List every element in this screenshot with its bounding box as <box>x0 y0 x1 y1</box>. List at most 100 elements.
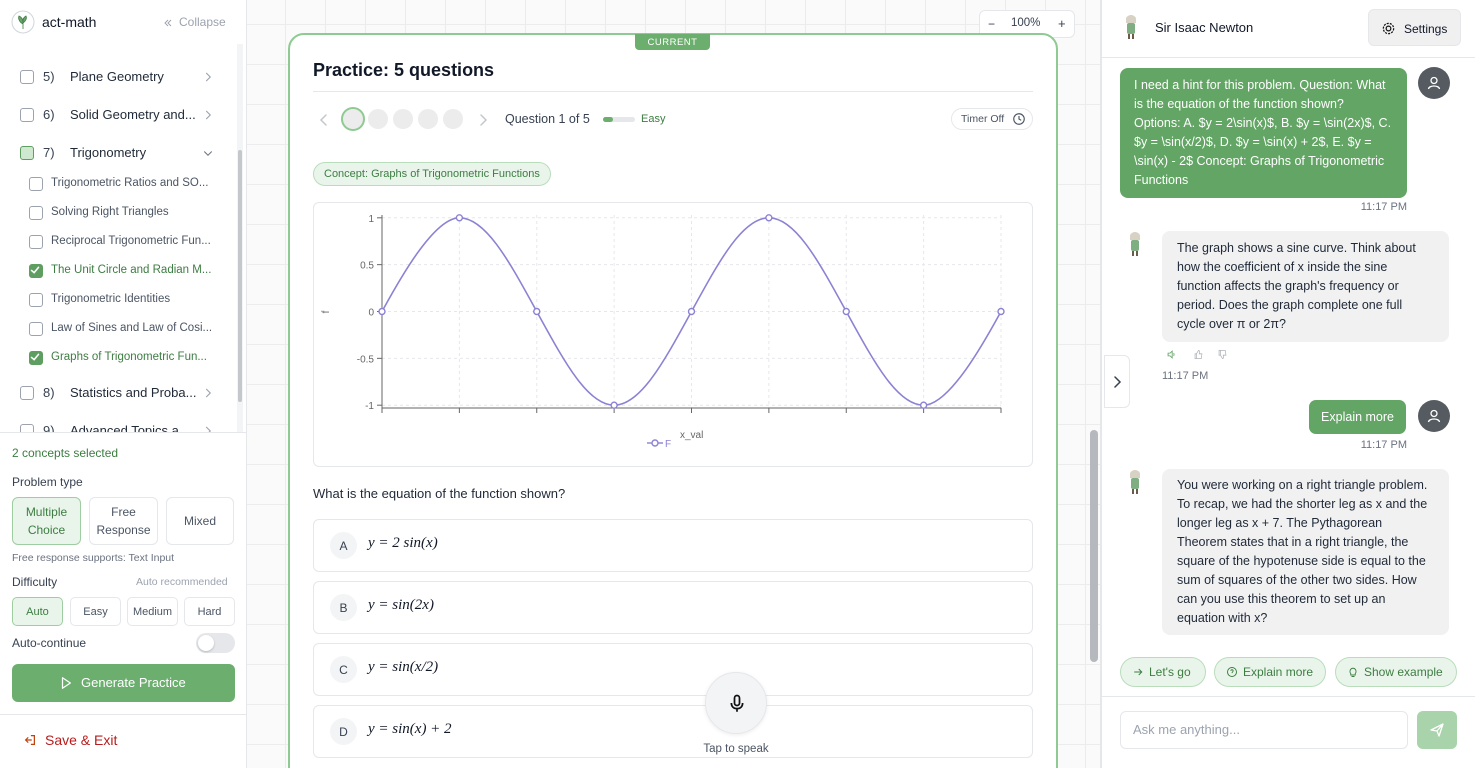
y-tick-label: -1 <box>365 401 374 412</box>
checkbox[interactable] <box>20 386 34 400</box>
problem-type-option[interactable]: Multiple Choice <box>12 497 81 545</box>
mic-icon-part <box>730 702 744 712</box>
question-dot[interactable] <box>341 107 365 131</box>
question-dot[interactable] <box>443 109 463 129</box>
difficulty-option[interactable]: Hard <box>184 597 235 626</box>
suggestion-icon-part <box>1134 668 1143 676</box>
suggestion-label: Show example <box>1364 665 1443 679</box>
checkbox[interactable] <box>29 177 43 191</box>
topic-label[interactable]: Advanced Topics a... <box>70 423 190 432</box>
tutor-message: The graph shows a sine curve. Think abou… <box>1162 231 1449 342</box>
exit-icon <box>24 735 35 745</box>
speak-icon-part <box>1167 350 1173 359</box>
checkbox[interactable] <box>20 108 34 122</box>
subtopic-label[interactable]: Solving Right Triangles <box>51 206 169 218</box>
prev-question-part <box>319 114 327 126</box>
collapse-icon <box>164 19 172 27</box>
difficulty-option[interactable]: Medium <box>127 597 178 626</box>
difficulty-option[interactable]: Auto <box>12 597 63 626</box>
chat-input[interactable]: Ask me anything... <box>1120 711 1408 749</box>
timer-icon-part <box>1013 113 1025 125</box>
problem-type-label: Problem type <box>12 475 83 489</box>
collapse-button[interactable]: Collapse <box>179 15 226 29</box>
topic-label[interactable]: Trigonometry <box>70 145 147 160</box>
subtopic-label[interactable]: Law of Sines and Law of Cosi... <box>51 322 213 334</box>
check-icon-part <box>30 266 40 274</box>
mic-button[interactable] <box>705 672 767 734</box>
tutor-avatar <box>1126 15 1136 39</box>
subtopic-label[interactable]: Trigonometric Ratios and SO... <box>51 177 209 189</box>
problem-type-note: Free response supports: Text Input <box>12 552 175 564</box>
tutor-avatar-part <box>1131 478 1139 489</box>
checkbox[interactable] <box>29 293 43 307</box>
tutor-avatar-part <box>1132 251 1134 256</box>
subtopic-label[interactable]: Reciprocal Trigonometric Fun... <box>51 235 211 247</box>
checkbox[interactable] <box>29 351 43 365</box>
suggestion-chip[interactable]: Let's go <box>1120 657 1206 687</box>
checkbox[interactable] <box>20 146 34 160</box>
subtopic-label[interactable]: Trigonometric Identities <box>51 293 171 305</box>
tutor-avatar <box>1130 470 1140 494</box>
user-icon-part <box>1427 418 1441 423</box>
topic-label[interactable]: Plane Geometry <box>70 69 164 84</box>
suggestion-chip[interactable]: Show example <box>1335 657 1457 687</box>
question-dot[interactable] <box>368 109 388 129</box>
logo <box>11 10 35 34</box>
problem-type-option[interactable]: Mixed <box>166 497 234 545</box>
option-letter: A <box>330 532 357 559</box>
timer-toggle[interactable]: Timer Off <box>951 108 1033 130</box>
settings-button[interactable]: Settings <box>1368 9 1461 46</box>
expand-icon-part <box>203 151 213 156</box>
problem-type-option[interactable]: Free Response <box>89 497 158 545</box>
send-button[interactable] <box>1417 711 1457 749</box>
question-dot[interactable] <box>393 109 413 129</box>
chart: -1 -0.5 0 0.5 1 f x_val F <box>321 214 1005 450</box>
chat-messages: I need a hint for this problem. Question… <box>1102 58 1475 650</box>
prev-question[interactable] <box>316 112 332 128</box>
zoom-out[interactable]: − <box>988 17 996 31</box>
speak-icon[interactable] <box>1166 349 1177 360</box>
exit-icon-part <box>24 735 35 745</box>
checkbox[interactable] <box>29 264 43 278</box>
thumbs-up[interactable] <box>1193 349 1204 360</box>
panel-handle[interactable] <box>1104 355 1130 408</box>
check-icon <box>30 266 40 274</box>
save-exit-button[interactable]: Save & Exit <box>45 732 118 748</box>
zoom-in[interactable]: + <box>1058 16 1066 31</box>
progress-fill <box>603 117 613 122</box>
divider <box>1102 696 1475 697</box>
chart-frame <box>313 202 1033 467</box>
expand-icon-part <box>205 110 212 120</box>
app-name: act-math <box>42 14 97 30</box>
generate-practice-button[interactable]: Generate Practice <box>12 664 235 702</box>
timer-icon <box>1013 113 1025 125</box>
subtopic-label[interactable]: Graphs of Trigonometric Fun... <box>51 351 207 363</box>
thumbs-down[interactable] <box>1217 349 1228 360</box>
checkbox[interactable] <box>20 70 34 84</box>
suggestion-chip[interactable]: Explain more <box>1214 657 1326 687</box>
y-axis-label: f <box>321 310 332 313</box>
difficulty-option[interactable]: Easy <box>70 597 121 626</box>
checkbox[interactable] <box>29 322 43 336</box>
checkbox[interactable] <box>29 235 43 249</box>
topic-number: 8) <box>43 385 55 400</box>
mic-icon-part <box>733 694 741 707</box>
question-dot[interactable] <box>418 109 438 129</box>
topic-label[interactable]: Solid Geometry and... <box>70 107 196 122</box>
next-question[interactable] <box>475 112 491 128</box>
subtopic-label[interactable]: The Unit Circle and Radian M... <box>51 264 212 276</box>
checkbox[interactable] <box>20 424 34 432</box>
tutor-name: Sir Isaac Newton <box>1155 20 1254 35</box>
checkbox[interactable] <box>29 206 43 220</box>
data-point <box>687 307 696 316</box>
topic-label[interactable]: Statistics and Proba... <box>70 385 197 400</box>
legend-marker <box>651 439 659 447</box>
auto-continue-toggle[interactable] <box>196 633 235 653</box>
zoom-level: 100% <box>1011 17 1041 29</box>
user-avatar <box>1418 400 1450 432</box>
send-icon-part <box>1430 723 1444 737</box>
